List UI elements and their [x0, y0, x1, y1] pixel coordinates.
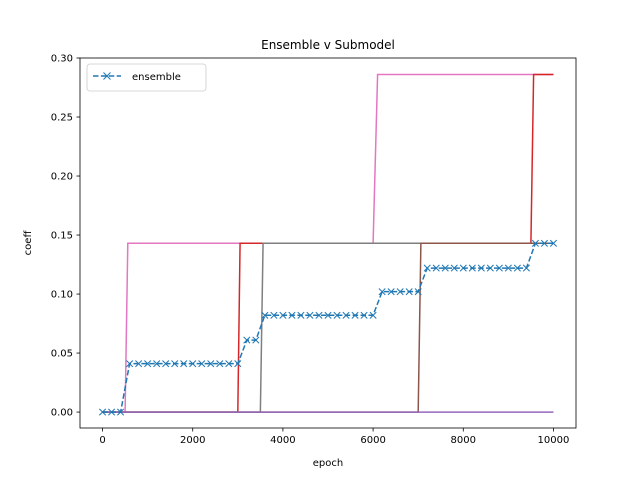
ensemble-point [297, 311, 305, 319]
y-tick-label: 0.20 [51, 172, 73, 183]
ensemble-point [234, 360, 242, 368]
x-tick-label: 6000 [360, 435, 385, 446]
y-axis: 0.00 0.05 0.10 0.15 0.20 0.25 0.30 [51, 54, 80, 419]
ensemble-point [432, 264, 440, 272]
ensemble-point [342, 311, 350, 319]
legend: ensemble [86, 63, 207, 92]
ensemble-point [396, 288, 404, 296]
y-tick-label: 0.25 [51, 113, 73, 124]
ensemble-point [171, 360, 179, 368]
ensemble-point [117, 408, 125, 416]
series-line-0 [102, 242, 554, 413]
x-axis: 0 2000 4000 6000 8000 10000 [99, 428, 569, 446]
ensemble-point [387, 288, 395, 296]
ensemble-point [216, 360, 224, 368]
ensemble-point [207, 360, 215, 368]
ensemble-point [279, 311, 287, 319]
ensemble-point [549, 239, 558, 247]
y-tick-label: 0.00 [51, 408, 73, 419]
ensemble-point [225, 360, 233, 368]
plot-area [98, 73, 558, 416]
ensemble-point [405, 288, 413, 296]
chart-title: Ensemble v Submodel [261, 38, 395, 52]
ensemble-point [441, 264, 449, 272]
ensemble-point [243, 336, 251, 344]
ensemble-point [108, 408, 116, 416]
legend-label-ensemble: ensemble [132, 72, 181, 83]
ensemble-point [144, 360, 152, 368]
ensemble-point [360, 311, 368, 319]
ensemble-point [180, 360, 188, 368]
ensemble-point [522, 264, 530, 272]
ensemble-point [369, 311, 377, 319]
y-axis-label: coeff [23, 230, 34, 256]
ensemble-point [486, 264, 494, 272]
y-tick-label: 0.05 [51, 349, 73, 360]
x-tick-label: 0 [99, 435, 105, 446]
plot-frame [79, 57, 577, 429]
x-tick-label: 8000 [451, 435, 476, 446]
ensemble-point [504, 264, 512, 272]
series-line-4 [102, 242, 554, 413]
legend-box [86, 63, 207, 92]
ensemble-point [378, 288, 386, 296]
x-tick-label: 2000 [180, 435, 205, 446]
ensemble-point [477, 264, 485, 272]
ensemble-point [324, 311, 332, 319]
y-tick-label: 0.15 [51, 231, 73, 242]
ensemble-point [198, 360, 206, 368]
ensemble-point [162, 360, 170, 368]
ensemble-point [98, 408, 107, 416]
series-line-3 [102, 242, 554, 413]
y-tick-label: 0.10 [51, 290, 73, 301]
ensemble-point [423, 264, 431, 272]
ensemble-point [333, 311, 341, 319]
ensemble-point [459, 264, 467, 272]
ensemble-point [153, 360, 161, 368]
ensemble-point [495, 264, 503, 272]
ensemble-point [288, 311, 296, 319]
ensemble-point [531, 239, 539, 247]
ensemble-point [414, 288, 422, 296]
ensemble-point [513, 264, 521, 272]
ensemble-point [450, 264, 458, 272]
legend-marker-ensemble [103, 72, 111, 80]
x-tick-label: 10000 [538, 435, 570, 446]
ensemble-point [135, 360, 143, 368]
y-tick-label: 0.30 [51, 54, 73, 65]
ensemble-point [270, 311, 278, 319]
ensemble-point [306, 311, 314, 319]
x-tick-label: 4000 [270, 435, 295, 446]
ensemble-point [351, 311, 359, 319]
ensemble-point [189, 360, 197, 368]
ensemble-point [252, 336, 260, 344]
ensemble-point [540, 239, 548, 247]
ensemble-point [126, 360, 134, 368]
ensemble-point [468, 264, 476, 272]
x-axis-label: epoch [313, 458, 343, 469]
ensemble-point [315, 311, 323, 319]
ensemble-point [261, 311, 269, 319]
